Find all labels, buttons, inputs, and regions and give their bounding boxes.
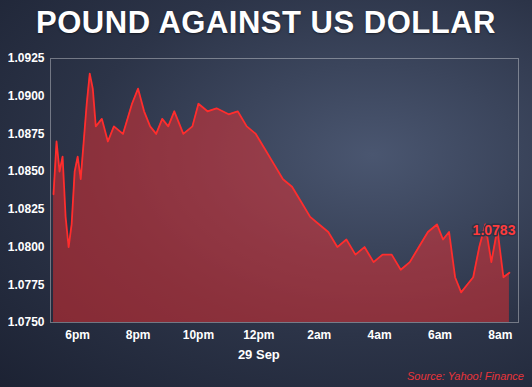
svg-text:12pm: 12pm — [243, 328, 274, 342]
html-text:POUND AGAINST US DOLLAR: POUND AGAINST US DOLLAR — [36, 5, 496, 40]
svg-text:1.0850: 1.0850 — [8, 164, 45, 178]
svg-text:1.0750: 1.0750 — [8, 315, 45, 329]
svg-text:1.0800: 1.0800 — [8, 240, 45, 254]
html-text:Source: Yahoo! Finance: Source: Yahoo! Finance — [407, 370, 524, 382]
svg-text:1.0783: 1.0783 — [473, 222, 516, 238]
svg-text:1.0900: 1.0900 — [8, 89, 45, 103]
svg-text:4am: 4am — [368, 328, 392, 342]
svg-text:10pm: 10pm — [183, 328, 214, 342]
svg-text:1.0775: 1.0775 — [8, 278, 45, 292]
svg-text:6pm: 6pm — [65, 328, 90, 342]
svg-text:8pm: 8pm — [126, 328, 151, 342]
svg-text:6am: 6am — [428, 328, 452, 342]
svg-text:29 Sep: 29 Sep — [238, 347, 280, 362]
svg-text:1.0825: 1.0825 — [8, 202, 45, 216]
svg-text:1.0925: 1.0925 — [8, 51, 45, 65]
svg-text:2am: 2am — [307, 328, 331, 342]
svg-text:8am: 8am — [488, 328, 512, 342]
svg-text:1.0875: 1.0875 — [8, 127, 45, 141]
